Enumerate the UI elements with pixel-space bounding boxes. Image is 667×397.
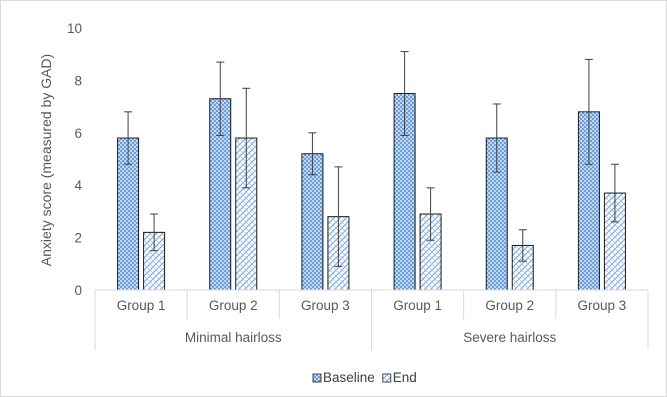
y-tick-label: 2 bbox=[74, 231, 82, 246]
error-bars bbox=[124, 51, 619, 267]
legend-label-end: End bbox=[393, 370, 417, 385]
y-axis-ticks: 0 2 4 6 8 10 bbox=[67, 21, 83, 298]
legend-label-baseline: Baseline bbox=[323, 370, 375, 385]
legend-swatch-end bbox=[382, 373, 392, 383]
x-tick-label: Group 3 bbox=[578, 298, 627, 313]
legend: Baseline End bbox=[312, 370, 417, 385]
x-axis: Group 1 Group 2 Group 3 Minimal hairloss Gro… bbox=[94, 289, 649, 350]
bars bbox=[117, 93, 626, 291]
x-tick-label: Group 1 bbox=[117, 298, 166, 313]
x-tick-label: Group 1 bbox=[393, 298, 442, 313]
y-tick-label: 10 bbox=[67, 21, 82, 36]
x-group-label: Severe hairloss bbox=[463, 330, 556, 345]
y-tick-label: 6 bbox=[74, 126, 82, 141]
legend-swatch-baseline bbox=[312, 373, 322, 383]
y-axis-title: Anxiety score (measured by GAD) bbox=[38, 54, 54, 266]
y-tick-label: 0 bbox=[74, 283, 82, 298]
x-group-label: Minimal hairloss bbox=[185, 330, 282, 345]
x-tick-label: Group 3 bbox=[301, 298, 350, 313]
y-tick-label: 8 bbox=[74, 73, 82, 88]
x-tick-label: Group 2 bbox=[209, 298, 258, 313]
y-tick-label: 4 bbox=[74, 178, 82, 193]
x-tick-label: Group 2 bbox=[485, 298, 534, 313]
